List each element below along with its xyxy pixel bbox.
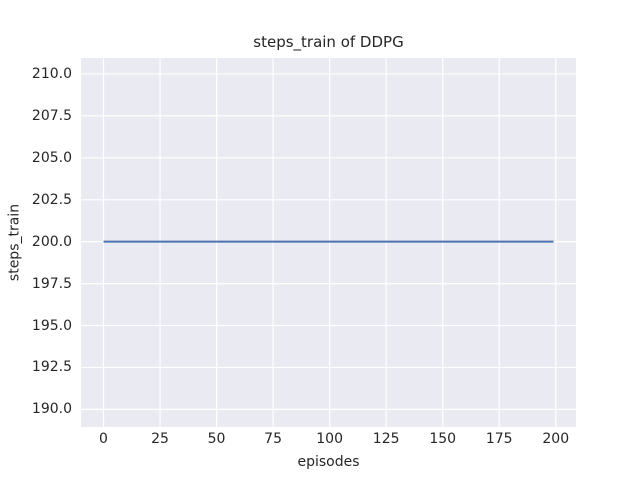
y-tick-label: 207.5 xyxy=(31,107,72,124)
y-tick-label: 205.0 xyxy=(31,149,72,166)
x-tick-label: 150 xyxy=(429,431,457,447)
y-tick-label: 192.5 xyxy=(31,359,72,376)
y-tick-label: 200.0 xyxy=(31,233,72,250)
x-tick-label: 75 xyxy=(264,431,282,447)
x-tick-label: 200 xyxy=(542,431,570,447)
x-tick-label: 0 xyxy=(99,431,108,447)
y-tick-label: 197.5 xyxy=(31,275,72,292)
chart-title: steps_train of DDPG xyxy=(253,33,404,51)
y-tick-label: 190.0 xyxy=(31,401,72,418)
y-tick-label: 210.0 xyxy=(31,65,72,82)
x-tick-label: 50 xyxy=(207,431,226,447)
y-tick-label: 195.0 xyxy=(31,317,72,334)
x-tick-label: 175 xyxy=(485,431,513,447)
x-tick-label: 125 xyxy=(372,431,400,447)
x-axis-label: episodes xyxy=(297,454,360,470)
y-tick-label: 202.5 xyxy=(31,191,72,208)
x-tick-label: 25 xyxy=(151,431,169,447)
x-tick-label: 100 xyxy=(316,431,343,447)
